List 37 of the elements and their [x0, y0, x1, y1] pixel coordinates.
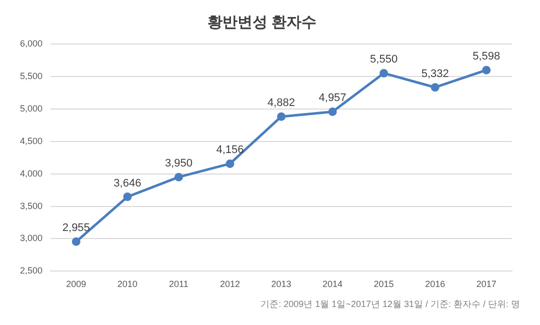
x-tick-label: 2015 — [374, 279, 394, 290]
y-tick-label: 2,500 — [20, 266, 43, 276]
data-label: 3,950 — [164, 158, 192, 170]
y-tick-label: 3,000 — [20, 233, 43, 244]
x-tick-label: 2016 — [425, 279, 446, 290]
point — [226, 159, 234, 168]
point — [430, 83, 440, 92]
data-label: 5,550 — [370, 54, 398, 66]
data-label: 4,957 — [318, 92, 346, 104]
text: 기준: 2009년 1월 1일~2017년 12월 31일 / 기준: 환자수 / 단위: 명 — [260, 298, 521, 311]
point — [328, 107, 337, 116]
data-label: 5,598 — [472, 50, 500, 63]
point — [174, 172, 183, 182]
y-tick-label: 6,000 — [20, 38, 43, 48]
data-label: 2,955 — [62, 222, 90, 234]
point — [277, 112, 286, 121]
x-tick-label: 2009 — [66, 279, 86, 290]
x-tick-label: 2010 — [117, 279, 138, 290]
point — [123, 192, 132, 202]
y-tick-label: 4,500 — [20, 136, 43, 146]
y-tick-label: 3,500 — [20, 200, 43, 211]
y-tick-label: 4,000 — [20, 168, 43, 178]
x-tick-label: 2017 — [476, 279, 496, 290]
x-tick-label: 2012 — [220, 279, 240, 290]
data-label: 4,882 — [267, 97, 296, 110]
x-tick-label: 2011 — [169, 279, 188, 290]
data-label: 4,156 — [216, 144, 244, 156]
point — [380, 68, 388, 78]
y-tick-label: 5,500 — [20, 70, 43, 81]
x-tick-label: 2013 — [271, 279, 292, 290]
chart-title: 황반변성 환자수 — [207, 14, 317, 32]
y-tick-label: 5,000 — [20, 103, 43, 114]
x-tick-label: 2014 — [322, 279, 343, 290]
point — [482, 66, 491, 74]
data-label: 5,332 — [421, 68, 449, 80]
point — [72, 237, 80, 246]
data-label: 3,646 — [114, 177, 142, 190]
